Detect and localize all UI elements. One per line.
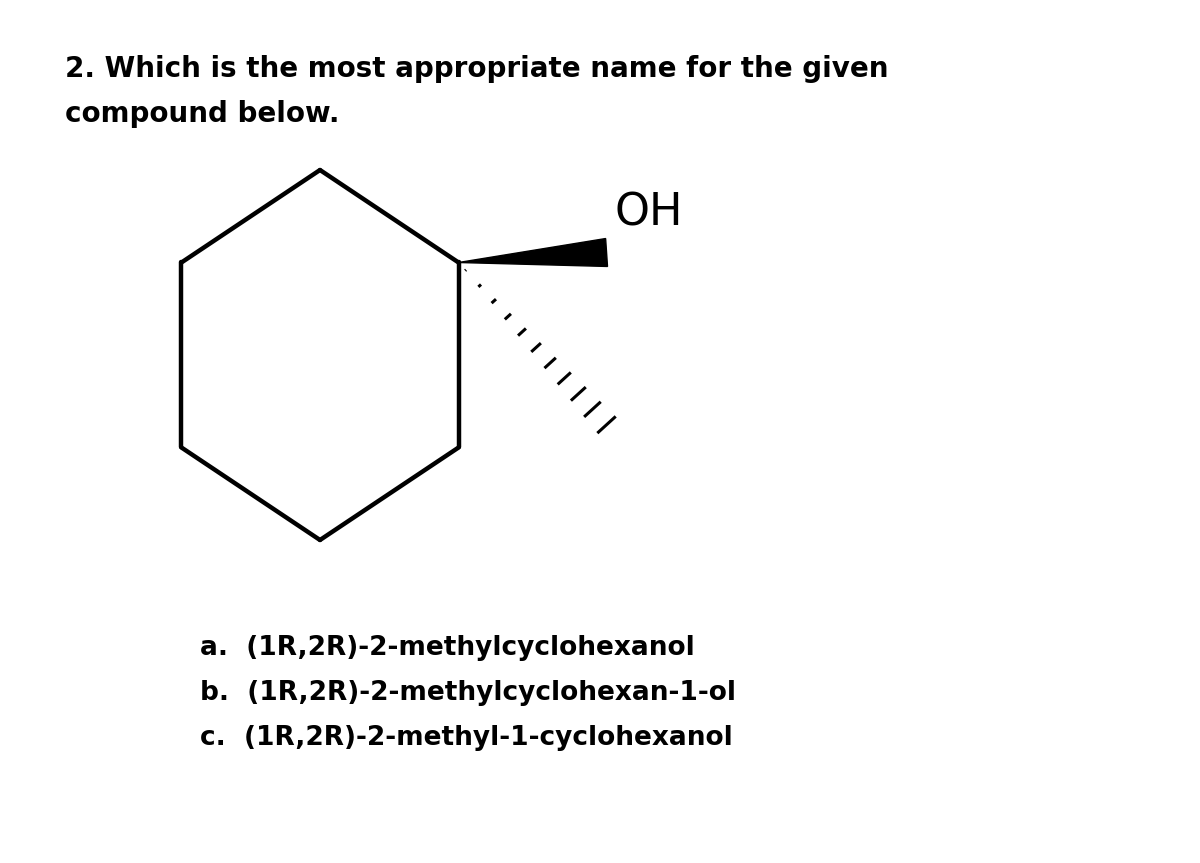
Text: 2. Which is the most appropriate name for the given: 2. Which is the most appropriate name fo… — [65, 55, 888, 83]
Text: a.  (1R,2R)-2-methylcyclohexanol: a. (1R,2R)-2-methylcyclohexanol — [200, 635, 695, 661]
Text: c.  (1R,2R)-2-methyl-1-cyclohexanol: c. (1R,2R)-2-methyl-1-cyclohexanol — [200, 725, 733, 751]
Polygon shape — [458, 238, 607, 267]
Text: b.  (1R,2R)-2-methylcyclohexan-1-ol: b. (1R,2R)-2-methylcyclohexan-1-ol — [200, 680, 736, 706]
Text: compound below.: compound below. — [65, 100, 340, 128]
Text: OH: OH — [614, 192, 683, 235]
